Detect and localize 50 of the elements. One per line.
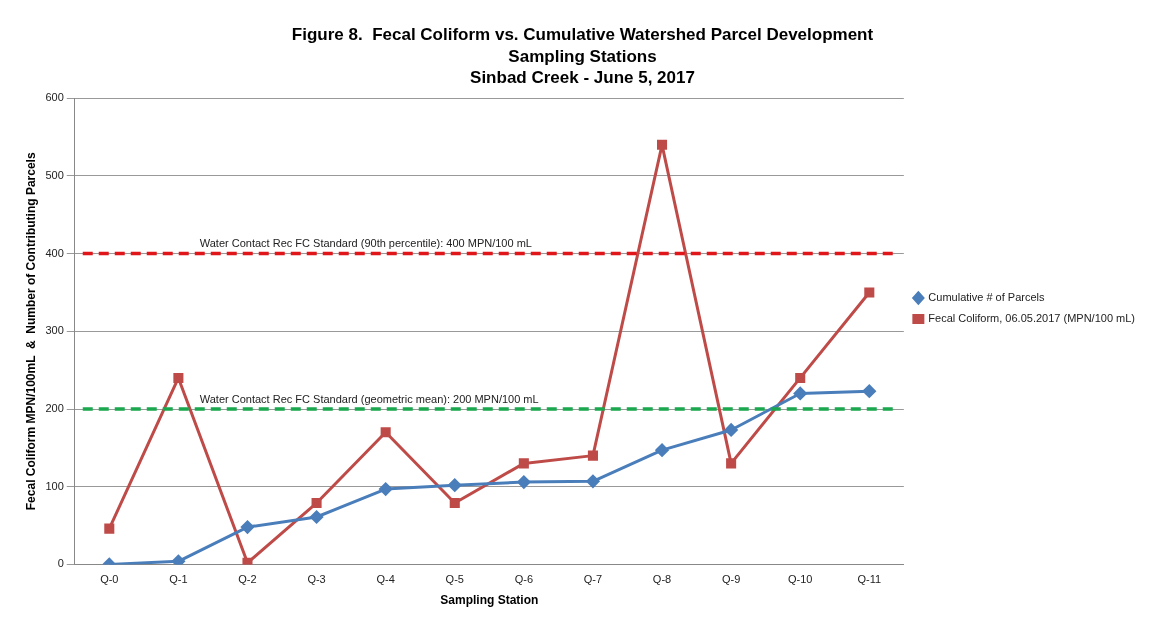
point bbox=[586, 474, 600, 488]
x-axis-title: Sampling Station bbox=[440, 593, 539, 608]
point bbox=[242, 557, 253, 565]
point bbox=[310, 510, 324, 524]
point bbox=[587, 450, 598, 461]
point bbox=[726, 458, 737, 469]
point bbox=[311, 497, 322, 509]
y-tick-label: 600 bbox=[45, 91, 64, 104]
ref-line-label: Water Contact Rec FC Standard (geometric mean): 200 MPN/100 mL bbox=[199, 392, 539, 405]
y-tick-label: 500 bbox=[45, 168, 64, 181]
point bbox=[240, 520, 254, 534]
x-tick-label: Q-7 bbox=[583, 573, 603, 586]
point bbox=[655, 443, 669, 457]
point bbox=[795, 372, 806, 383]
x-tick-label: Q-8 bbox=[652, 573, 672, 586]
point bbox=[104, 523, 115, 534]
point bbox=[864, 287, 875, 298]
point bbox=[517, 475, 531, 489]
point bbox=[448, 478, 462, 492]
x-tick-label: Q-1 bbox=[169, 573, 188, 586]
point bbox=[793, 386, 807, 400]
x-tick-label: Q-11 bbox=[857, 573, 882, 586]
x-tick-label: Q-6 bbox=[514, 573, 534, 586]
point bbox=[724, 423, 738, 437]
y-tick-label: 100 bbox=[45, 479, 64, 492]
x-tick-label: Q-5 bbox=[445, 573, 464, 586]
point bbox=[862, 384, 876, 398]
y-tick-label: 200 bbox=[45, 402, 64, 415]
chart-subtitle: Sampling Stations Sinbad Creek - June 5, 2017 bbox=[470, 47, 695, 87]
x-tick-label: Q-10 bbox=[787, 573, 813, 586]
y-axis-title: Fecal Coliform MPN/100mL & Number of Contributing Parcels bbox=[23, 152, 38, 511]
y-tick-label: 0 bbox=[57, 557, 64, 570]
x-tick-label: Q-4 bbox=[376, 573, 395, 586]
ref-line-label: Water Contact Rec FC Standard (90th percentile): 400 MPN/100 mL bbox=[199, 237, 532, 250]
point bbox=[173, 372, 184, 383]
point bbox=[379, 482, 393, 496]
legend-label: Cumulative # of Parcels bbox=[928, 291, 1046, 304]
point bbox=[657, 139, 668, 150]
chart-title: Figure 8. Fecal Coliform vs. Cumulative Watershed Parcel Development bbox=[291, 24, 874, 44]
x-tick-label: Q-9 bbox=[721, 573, 741, 586]
point bbox=[171, 554, 185, 565]
legend-label: Fecal Coliform, 06.05.2017 (MPN/100 mL) bbox=[928, 312, 1136, 325]
point bbox=[518, 458, 529, 469]
point bbox=[380, 427, 391, 438]
x-tick-label: Q-3 bbox=[307, 573, 326, 586]
y-tick-label: 300 bbox=[45, 324, 64, 337]
x-tick-label: Q-2 bbox=[238, 573, 257, 586]
y-tick-label: 400 bbox=[45, 246, 64, 259]
point bbox=[449, 497, 460, 509]
x-tick-label: Q-0 bbox=[100, 573, 119, 586]
